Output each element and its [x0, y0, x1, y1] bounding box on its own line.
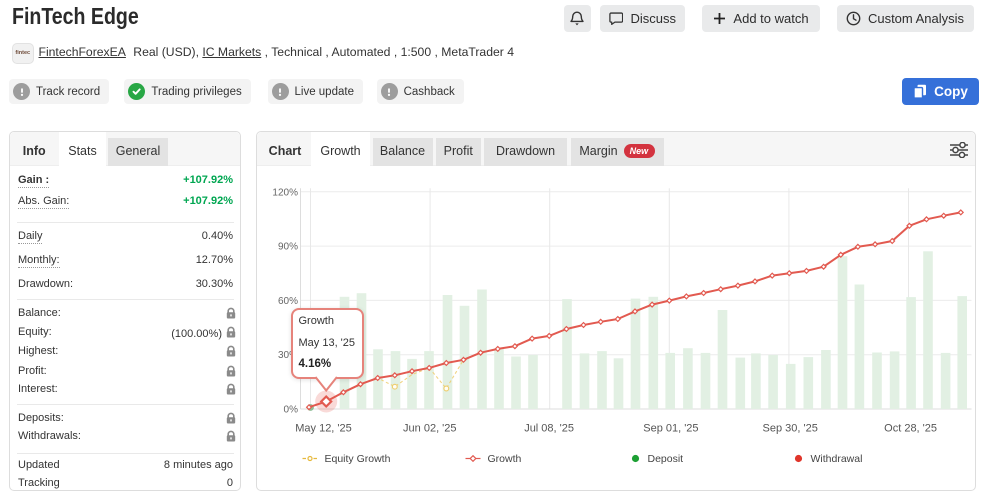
svg-text:30%: 30%	[277, 350, 297, 361]
svg-text:Equity Growth: Equity Growth	[324, 453, 390, 465]
svg-text:Deposit: Deposit	[647, 453, 683, 465]
svg-text:60%: 60%	[277, 295, 297, 306]
svg-text:Sep 30, '25: Sep 30, '25	[762, 422, 817, 434]
svg-text:Sep 01, '25: Sep 01, '25	[643, 422, 698, 434]
svg-text:May 12, '25: May 12, '25	[295, 422, 352, 434]
svg-text:Jun 02, '25: Jun 02, '25	[403, 422, 456, 434]
svg-text:0%: 0%	[283, 404, 298, 415]
svg-text:Withdrawal: Withdrawal	[810, 453, 862, 465]
svg-text:Growth: Growth	[487, 453, 521, 465]
svg-text:120%: 120%	[272, 187, 298, 198]
svg-text:Oct 28, '25: Oct 28, '25	[884, 422, 937, 434]
svg-text:90%: 90%	[277, 241, 297, 252]
svg-text:Jul 08, '25: Jul 08, '25	[524, 422, 574, 434]
